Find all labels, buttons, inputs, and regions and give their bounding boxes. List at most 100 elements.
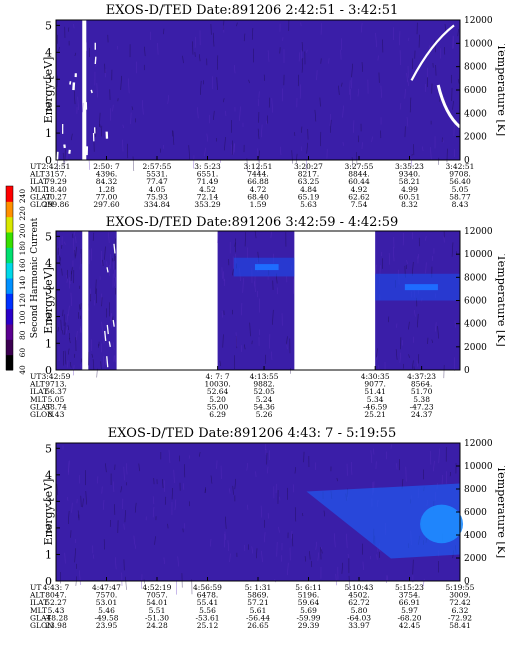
texture-mark [125,576,127,590]
ephemeris-value: 4:56:59 [193,583,222,592]
texture-mark [417,313,419,328]
ephemeris-value: 3:42:59 [42,372,71,381]
y-tick-label: 5 [45,442,52,455]
texture-mark [168,449,171,464]
ephemeris-value: -48.28 [44,613,68,622]
blue-band-core [254,264,279,271]
texture-mark [260,505,263,518]
texture-mark [346,533,348,549]
ephemeris-row-label: GLAT [30,613,51,622]
y-axis-label: Energy [eV] [42,57,55,124]
panel-1: EXOS-D/TED Date:891206 2:42:51 - 3:42:51… [29,3,505,209]
texture-mark [79,257,81,270]
texture-mark [430,147,432,160]
texture-mark [423,578,425,587]
colorbar-swatch [6,262,13,279]
texture-mark [402,363,405,369]
texture-mark [102,356,104,368]
ephemeris-value: 60.44 [348,177,370,186]
texture-mark [141,574,143,589]
texture-mark [376,356,378,360]
white-arc [436,84,461,129]
ephemeris-value: 84.32 [96,177,118,186]
texture-mark [56,75,59,87]
ephemeris-value: 4: 7: 7 [206,372,230,381]
texture-mark [152,496,155,505]
ephemeris-value: 4.72 [250,185,267,194]
ephemeris-value: 6478. [197,591,218,600]
colorbar-tick-label: 40 [18,365,27,375]
texture-mark [357,88,360,97]
ephemeris-value: 8564. [411,380,432,389]
texture-mark [291,150,293,164]
white-streak [112,319,115,327]
texture-mark [412,559,414,575]
texture-mark [335,573,337,586]
data-gap [82,20,87,160]
texture-mark [67,348,70,355]
white-streak [104,330,107,342]
texture-mark [188,455,190,459]
ephemeris-value: 5:10:43 [345,583,374,592]
ephemeris-value: 5.26 [256,410,273,419]
texture-mark [258,150,260,158]
texture-mark [71,133,73,141]
texture-mark [163,557,165,565]
ephemeris-row-label: MLT [30,185,47,194]
ephemeris-value: 66.88 [247,177,269,186]
texture-mark [75,236,77,244]
texture-mark [341,562,343,574]
texture-mark [134,544,136,549]
ephemeris-value: 56.40 [449,177,471,186]
ephemeris-value: 6.29 [209,410,226,419]
texture-mark [67,325,70,331]
y2-tick-label: 10000 [464,250,493,260]
texture-mark [317,552,319,561]
ephemeris-value: 3157. [45,170,66,179]
ephemeris-value: 57.21 [247,598,268,607]
texture-mark [338,85,340,95]
ephemeris-value: 7444. [247,170,268,179]
ephemeris-value: 5.97 [401,606,418,615]
ephemeris-value: 52.05 [253,387,275,396]
texture-mark [243,33,246,42]
ephemeris-row-label: ALT [29,170,45,179]
texture-mark [244,344,246,350]
texture-mark [233,143,235,155]
texture-mark [299,84,301,99]
texture-mark [257,128,260,140]
texture-mark [68,461,70,475]
ephemeris-value: 5.43 [48,606,65,615]
ephemeris-row-label: ILAT [30,598,48,607]
texture-mark [249,322,251,337]
ephemeris-value: 7.54 [351,200,368,209]
ephemeris-value: 62.72 [348,598,370,607]
texture-mark [452,100,454,110]
texture-mark [409,97,412,113]
ephemeris-value: 6.32 [452,606,469,615]
y2-tick-label: 12000 [464,439,493,449]
y2-tick-label: 8000 [464,273,487,283]
ephemeris-value: -47.23 [410,402,434,411]
ephemeris-value: 66.91 [399,598,420,607]
ephemeris-value: 5:15:23 [395,583,424,592]
ephemeris-value: 71.49 [197,177,219,186]
ephemeris-value: 77.47 [146,177,168,186]
ephemeris-value: 4.84 [300,185,317,194]
texture-mark [80,364,82,370]
texture-mark [162,478,164,489]
ephemeris-value: 9882. [253,380,274,389]
ephemeris-value: 55.00 [207,402,229,411]
ephemeris-value: 4:52:19 [143,583,172,592]
texture-mark [171,130,174,137]
texture-mark [222,334,224,348]
y2-axis-label: Temperature [K] [495,466,505,558]
ephemeris-value: 54.01 [146,598,167,607]
ephemeris-value: 1.59 [250,200,267,209]
ephemeris-value: 5.63 [300,200,317,209]
y-axis-label: Energy [eV] [42,479,55,546]
y2-tick-label: 8000 [464,63,487,73]
texture-mark [437,326,439,339]
texture-mark [73,231,76,236]
texture-mark [406,116,409,127]
